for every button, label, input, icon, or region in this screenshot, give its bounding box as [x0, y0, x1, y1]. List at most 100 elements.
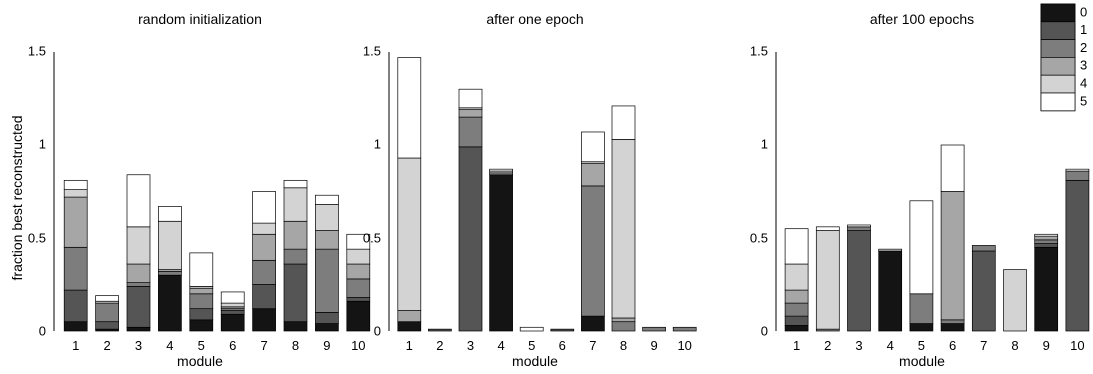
bar-segment-1	[126, 286, 151, 328]
x-tick-label: 7	[589, 338, 596, 353]
bar-segment-4	[611, 139, 636, 319]
bar-module-7	[581, 131, 605, 332]
x-tick-label: 2	[103, 338, 110, 353]
bar-segment-2	[458, 116, 483, 148]
legend-label: 2	[1080, 40, 1087, 55]
bar-module-9	[1034, 233, 1059, 332]
x-tick-label: 7	[980, 338, 987, 353]
y-tick-label: 0.5	[28, 230, 46, 245]
panel-after-one-epoch: after one epoch 0 0.5 1 1.5 1 2 3 4 5 6 7 8 9 10 …	[363, 11, 697, 369]
bar-segment-3	[126, 263, 151, 283]
x-tick-label: 9	[323, 338, 330, 353]
panel-title: random initialization	[138, 11, 262, 27]
bar-segment-1	[784, 315, 809, 326]
y-tick-label: 0.5	[750, 230, 768, 245]
x-tick-label: 6	[949, 338, 956, 353]
y-tick-label: 1.5	[363, 43, 381, 58]
y-tick-label: 1	[374, 136, 381, 151]
bar-module-2	[95, 295, 119, 332]
x-axis-label: module	[177, 353, 223, 369]
legend-swatch	[1040, 39, 1076, 58]
bar-segment-5	[1065, 168, 1090, 172]
y-ticks: 0 0.5 1 1.5	[363, 43, 381, 338]
bar-segment-2	[63, 246, 88, 291]
bar-segment-2	[158, 271, 182, 276]
bar-module-3	[847, 224, 871, 332]
bar-segment-5	[63, 179, 88, 190]
bar-segment-3	[397, 310, 422, 323]
bar-segment-0	[581, 315, 605, 332]
bar-segment-5	[784, 228, 809, 265]
bar-segment-5	[346, 233, 371, 250]
bar-segment-5	[95, 295, 119, 302]
x-axis-label: module	[512, 353, 558, 369]
bar-module-1	[784, 228, 809, 332]
legend-label: 3	[1080, 58, 1087, 73]
bar-segment-2	[847, 226, 871, 231]
bar-segment-0	[940, 323, 965, 332]
x-tick-label: 4	[166, 338, 173, 353]
bar-module-2	[815, 226, 840, 332]
x-tick-label: 8	[620, 338, 627, 353]
panel-title: after 100 epochs	[870, 11, 974, 27]
y-tick-label: 0	[761, 323, 768, 338]
bar-segment-3	[581, 163, 605, 187]
legend-swatch	[1040, 3, 1076, 23]
bar-segment-5	[519, 326, 544, 332]
bar-segment-2	[95, 302, 119, 323]
y-ticks: 0 0.5 1 1.5	[28, 43, 46, 338]
bar-segment-1	[971, 250, 996, 332]
bar-module-6	[220, 291, 245, 332]
bar-segment-0	[158, 274, 182, 332]
y-axis: 0 0.5 1 1.5	[28, 43, 55, 338]
bar-segment-4	[784, 263, 809, 291]
bar-segment-0	[397, 321, 422, 332]
x-tick-label: 5	[528, 338, 535, 353]
bar-segment-2	[611, 321, 636, 332]
bar-segment-0	[63, 321, 88, 332]
bar-module-2	[428, 328, 452, 332]
bar-segment-0	[315, 323, 339, 332]
bar-module-10	[1065, 168, 1090, 332]
legend-swatch	[1040, 92, 1076, 112]
bar-segment-5	[126, 174, 151, 228]
x-tick-label: 8	[1011, 338, 1018, 353]
bar-module-4	[878, 248, 903, 332]
bar-module-8	[283, 179, 308, 332]
bar-segment-5	[158, 206, 182, 222]
bar-segment-5	[847, 224, 871, 228]
bar-module-10	[346, 233, 371, 332]
y-ticks: 0 0.5 1 1.5	[750, 43, 768, 338]
y-tick-label: 0	[39, 323, 46, 338]
bar-segment-4	[346, 248, 371, 265]
x-tick-label: 3	[135, 338, 142, 353]
bar-segment-2	[1065, 170, 1090, 181]
bar-segment-0	[909, 323, 934, 332]
y-tick-label: 0.5	[363, 230, 381, 245]
x-tick-label: 1	[72, 338, 79, 353]
bar-segment-4	[815, 230, 840, 330]
bar-segment-1	[220, 310, 245, 315]
bar-segment-5	[815, 226, 840, 231]
legend-swatch	[1040, 57, 1076, 76]
bar-segment-0	[252, 308, 276, 332]
bar-segment-5	[397, 57, 422, 159]
bar-segment-1	[63, 289, 88, 323]
bar-segment-5	[252, 191, 276, 224]
bar-segment-3	[315, 230, 339, 250]
bar-segment-1	[428, 328, 452, 332]
x-ticks: 1 2 3 4 5 6 7 8 9 10	[72, 338, 365, 353]
bar-segment-2	[672, 326, 697, 332]
bar-segment-3	[283, 220, 308, 250]
bar-segment-4	[252, 222, 276, 235]
bar-segment-0	[784, 325, 809, 332]
x-tick-label: 5	[918, 338, 925, 353]
bar-segment-1	[458, 146, 483, 332]
bar-segment-5	[489, 168, 513, 172]
bar-module-8	[611, 105, 636, 332]
bar-segment-1	[189, 308, 214, 321]
y-tick-label: 1	[39, 136, 46, 151]
bar-segment-1	[315, 312, 339, 324]
x-tick-label: 2	[436, 338, 443, 353]
